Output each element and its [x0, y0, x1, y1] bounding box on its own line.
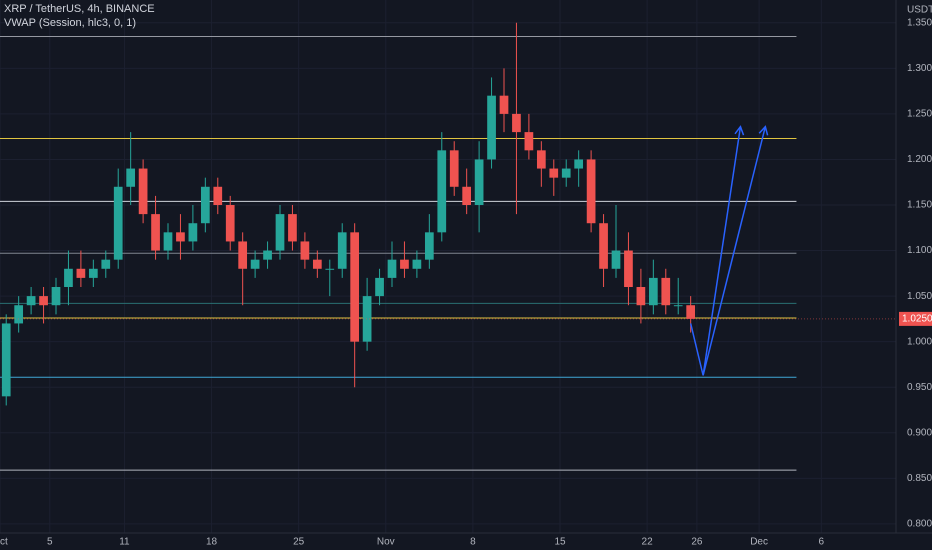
candle-body: [648, 277, 658, 306]
candle-body: [362, 296, 372, 342]
x-tick-label: 26: [691, 537, 703, 548]
candle-body: [126, 168, 136, 187]
candle-body: [176, 232, 185, 242]
y-tick-label: 1.2000: [907, 154, 932, 165]
candle-body: [151, 214, 160, 251]
candle-body: [312, 259, 322, 269]
y-tick-label: 0.9500: [907, 382, 932, 393]
candle-body: [39, 296, 48, 306]
y-axis-label: USDT: [907, 5, 932, 16]
candle-body: [387, 259, 397, 278]
candle-body: [673, 305, 683, 307]
x-tick-label: 15: [554, 537, 566, 548]
candle-body: [325, 268, 335, 270]
candle-body: [499, 95, 509, 114]
candle-body: [300, 241, 310, 260]
candle-body: [424, 232, 434, 260]
y-tick-label: 1.3000: [907, 63, 932, 74]
candle-body: [88, 268, 98, 278]
x-tick-label: 25: [293, 537, 305, 548]
arrow-head: [758, 125, 769, 136]
indicator-legend: VWAP (Session, hlc3, 0, 1): [4, 17, 136, 29]
candle-body: [375, 277, 384, 297]
candle-body: [624, 250, 633, 287]
x-tick-label: Dec: [750, 537, 768, 548]
candle-body: [586, 159, 596, 224]
arrow-head: [734, 125, 745, 136]
candle-body: [350, 232, 360, 342]
candle-body: [163, 232, 173, 251]
candle-body: [474, 159, 484, 205]
candle-body: [14, 305, 24, 324]
candle-body: [512, 113, 521, 133]
price-tag-label: 1.0250: [902, 314, 932, 325]
candle-body: [611, 250, 621, 269]
x-tick-label: 22: [642, 537, 654, 548]
x-tick-label: 11: [119, 537, 130, 548]
candle-body: [686, 305, 696, 319]
x-tick-label: 5: [47, 537, 53, 548]
candle-body: [263, 250, 272, 260]
candle-body: [449, 150, 459, 187]
candle-body: [574, 159, 584, 169]
candle-body: [462, 186, 472, 205]
candle-body: [437, 150, 447, 233]
candle-body: [188, 223, 198, 242]
candle-body: [101, 259, 111, 269]
x-tick-label: 8: [470, 537, 476, 548]
chart-title: XRP / TetherUS, 4h, BINANCE: [4, 3, 155, 15]
candle-body: [599, 223, 608, 269]
candle-body: [536, 150, 546, 169]
candle-body: [487, 95, 496, 160]
candle-body: [200, 186, 210, 224]
levels: [0, 35, 797, 471]
candle-body: [561, 168, 571, 178]
y-tick-label: 1.0500: [907, 291, 932, 302]
candle-body: [636, 287, 646, 306]
y-tick-label: 1.1000: [907, 245, 932, 256]
candle-body: [661, 277, 671, 306]
grid: [0, 0, 896, 533]
candle-body: [51, 287, 61, 306]
candles: [1, 22, 696, 406]
y-tick-label: 1.2500: [907, 109, 932, 120]
candle-body: [400, 259, 409, 269]
candle-body: [64, 268, 73, 287]
candle-body: [1, 323, 11, 397]
candle-body: [412, 259, 422, 269]
candle-body: [337, 232, 347, 269]
candle-body: [524, 132, 534, 151]
candle-body: [138, 168, 148, 215]
candle-body: [26, 296, 36, 306]
price-tag: [899, 311, 932, 326]
candle-body: [76, 268, 86, 278]
y-tick-label: 1.3500: [907, 17, 932, 28]
candle-body: [113, 186, 123, 260]
x-tick-label: Oct: [0, 537, 8, 548]
x-tick-label: 18: [206, 537, 218, 548]
candle-body: [225, 205, 235, 242]
y-tick-label: 1.0000: [907, 336, 932, 347]
candle-body: [238, 241, 248, 269]
projections: [689, 125, 769, 376]
x-tick-label: Nov: [377, 537, 395, 548]
projection-path: [702, 126, 767, 376]
x-tick-label: 6: [819, 537, 825, 548]
candle-body: [288, 214, 297, 242]
candle-body: [213, 186, 223, 205]
candle-body: [549, 168, 559, 178]
candle-body: [275, 214, 285, 251]
y-tick-label: 1.1500: [907, 200, 932, 211]
candle-body: [250, 259, 260, 269]
